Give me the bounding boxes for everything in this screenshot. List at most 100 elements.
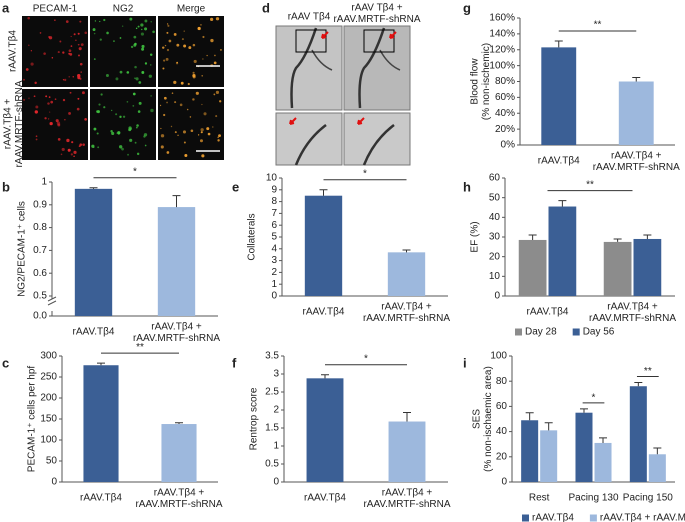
signal-dot (62, 98, 66, 102)
y-axis-label: NG2/PECAM-1⁺ cells (17, 201, 28, 297)
signal-dot (134, 141, 137, 144)
signal-dot (173, 80, 177, 84)
signal-dot (100, 93, 103, 96)
signal-dot (71, 141, 74, 144)
panel-letter: i (463, 355, 467, 370)
bar (74, 188, 113, 316)
signal-dot (49, 121, 53, 126)
x-tick-label: rAAV.Tβ4 (527, 307, 569, 318)
signal-dot (144, 27, 148, 31)
micrograph (22, 16, 88, 87)
signal-dot (197, 26, 201, 31)
bar (387, 252, 426, 296)
bar (603, 241, 632, 296)
error-bar (579, 408, 588, 413)
y-tick-label: 40 (496, 426, 508, 437)
signal-dot (212, 126, 214, 128)
signal-dot (43, 52, 46, 55)
signal-dot (134, 65, 137, 69)
signal-dot (163, 113, 166, 117)
signal-dot (126, 71, 130, 74)
signal-dot (76, 107, 80, 111)
y-tick-label: 0.5 (33, 291, 47, 302)
signal-dot (78, 47, 82, 51)
y-axis-label: Rentrop score (249, 387, 260, 450)
signal-dot (160, 145, 164, 149)
signal-dot (132, 104, 135, 107)
vessel (358, 27, 386, 109)
micrograph (158, 16, 224, 87)
signal-dot (111, 131, 115, 136)
zoom-box (363, 29, 395, 53)
signal-dot (183, 141, 186, 144)
significance-label: ** (586, 179, 594, 190)
bar (521, 420, 539, 482)
y-tick-label: 140% (489, 29, 515, 40)
y-tick-label: 80% (495, 76, 515, 87)
bar (633, 238, 662, 296)
y-tick-label: 30 (489, 232, 501, 243)
signal-dot (54, 98, 57, 101)
significance-label: * (133, 166, 137, 177)
legend-label: rAAV.Tβ4 + rAAV.MRTF-shRNA (600, 513, 685, 522)
signal-dot (214, 54, 216, 57)
signal-dot (181, 38, 184, 41)
signal-dot (69, 91, 72, 94)
signal-dot (49, 111, 51, 113)
signal-dot (220, 49, 222, 51)
x-tick-label: rAAV.Tβ4 (304, 493, 346, 504)
signal-dot (206, 127, 210, 131)
signal-dot (166, 23, 169, 25)
row-label: rAAV.Tβ4 +rAAV.MRTF-shRNA (2, 80, 25, 167)
y-tick-label: 40% (495, 108, 515, 119)
signal-dot (35, 105, 39, 109)
signal-dot (177, 134, 179, 137)
signal-dot (187, 82, 190, 86)
error-bar (402, 249, 411, 253)
y-tick-label: 0.6 (33, 268, 47, 279)
column-label: NG2 (113, 4, 134, 15)
significance-label: * (363, 168, 367, 179)
signal-dot (82, 143, 85, 146)
signal-dot (50, 100, 54, 104)
x-tick-label: rAAV.Tβ4 + rAAV.MRTF-shRNA (133, 321, 220, 344)
row-label: rAAV.Tβ4 (8, 30, 19, 72)
bar (306, 378, 344, 482)
signal-dot (70, 45, 73, 47)
y-tick-label: 2 (271, 267, 277, 278)
signal-dot (136, 124, 139, 127)
signal-dot (33, 95, 36, 98)
signal-dot (117, 131, 121, 135)
panel-letter: g (463, 0, 471, 15)
signal-dot (201, 103, 203, 106)
bar (304, 195, 343, 296)
signal-dot (84, 117, 87, 121)
y-tick-label: 10 (489, 271, 501, 282)
signal-dot (141, 71, 145, 74)
signal-dot (119, 37, 122, 39)
signal-dot (68, 49, 72, 53)
y-axis-label: Collaterals (247, 213, 258, 260)
signal-dot (48, 96, 51, 98)
signal-dot (218, 134, 221, 138)
signal-dot (162, 46, 165, 49)
y-tick-label: 3.5 (265, 351, 279, 362)
signal-dot (110, 109, 113, 112)
panel-letter: a (2, 0, 10, 15)
bar (548, 206, 577, 296)
panel-letter: b (2, 179, 10, 194)
error-bar (89, 187, 98, 189)
y-tick-label: 0 (501, 477, 507, 488)
bar (161, 424, 197, 482)
signal-dot (35, 135, 38, 138)
signal-dot (140, 32, 144, 36)
y-tick-label: 9 (271, 184, 277, 195)
signal-dot (200, 128, 204, 132)
y-tick-label: 1 (271, 279, 277, 290)
signal-dot (34, 81, 37, 85)
error-bar (544, 422, 553, 431)
signal-dot (174, 131, 177, 134)
signal-dot (30, 50, 32, 52)
error-bar (172, 195, 181, 208)
signal-dot (115, 113, 118, 116)
